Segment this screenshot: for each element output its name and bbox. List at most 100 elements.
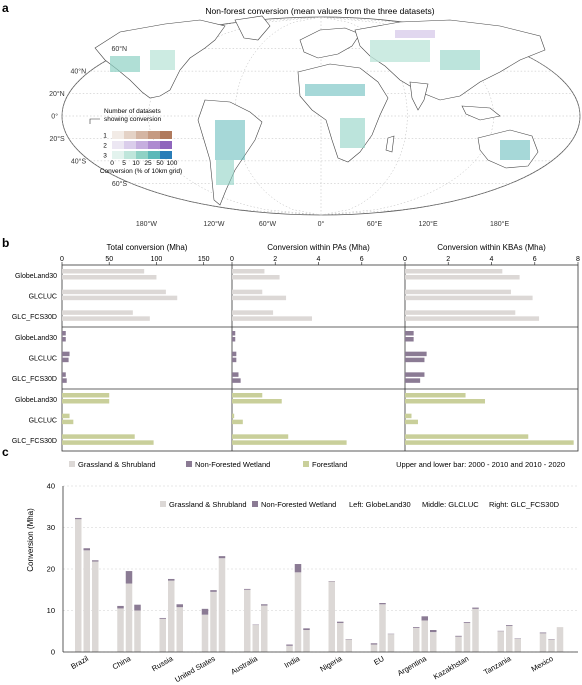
india-shape (409, 81, 429, 111)
bar-non-forested-wetland-glcluc-2000-2010 (232, 351, 237, 357)
panel-c-note-right: Right: GLC_FCS30D (489, 500, 560, 509)
bar-grass-tanzania-glcluc (506, 625, 513, 652)
bar-grass-eu-glcluc (379, 604, 386, 652)
legend-label-forestland: Forestland (312, 460, 347, 469)
bar-grass-brazil-globeland30 (75, 519, 82, 652)
panel-c-ytick-label: 0 (51, 648, 55, 657)
bar-grass-india-glc-fcs30d (303, 630, 310, 652)
panel-b-tick-label: 150 (198, 256, 210, 263)
bar-wetland-eu-globeland30 (370, 643, 378, 645)
bar-grass-nigeria-glc-fcs30d (345, 639, 352, 652)
legend-swatch (160, 131, 172, 139)
legend-color-grid: 1 2 3 (103, 131, 172, 160)
panel-c-country-label: Mexico (530, 654, 555, 674)
panel-b-tick-label: 50 (105, 256, 113, 263)
bar-grass-tanzania-globeland30 (497, 631, 504, 652)
bar-grass-india-globeland30 (286, 645, 293, 652)
bar-forestland-glcluc-2010-2020 (62, 419, 74, 425)
bar-wetland-russia-glcluc (168, 578, 175, 581)
bar-wetland-kazakhstan-glcluc (463, 622, 471, 623)
bar-grassland-shrubland-glcluc-2010-2020 (62, 295, 178, 301)
legend-swatch (112, 141, 124, 149)
bar-grassland-shrubland-glcluc-2010-2020 (405, 295, 533, 301)
longitude-line (234, 16, 322, 216)
bar-forestland-globeland30-2000-2010 (62, 393, 110, 398)
panel-c-bars (75, 517, 564, 652)
bar-grass-russia-glcluc (168, 580, 175, 652)
panel-b-title: Total conversion (Mha) (107, 243, 188, 252)
bar-grassland-shrubland-globeland30-2000-2010 (232, 269, 265, 274)
bar-wetland-united-states-glc-fcs30d (218, 556, 226, 559)
bar-non-forested-wetland-globeland30-2010-2020 (232, 337, 236, 342)
bar-wetland-china-glc-fcs30d (134, 604, 141, 611)
legend-swatch (112, 131, 124, 139)
legend-swatch (124, 151, 136, 159)
bar-grassland-shrubland-glcluc-2000-2010 (232, 289, 263, 295)
speckle-sa-brazil (215, 120, 245, 160)
panel-b-tick-label: 2 (273, 256, 277, 263)
panel-c-country-label: EU (372, 654, 386, 667)
latitude-label: 0° (51, 113, 58, 121)
panel-b-tick-label: 0 (60, 256, 64, 263)
panel-c-country-label: Kazakhstan (432, 654, 470, 681)
panel-c-ytick-label: 10 (47, 606, 55, 615)
bar-forestland-glc-fcs30d-2000-2010 (232, 434, 289, 439)
bar-grassland-shrubland-glc-fcs30d-2010-2020 (232, 316, 313, 321)
bar-non-forested-wetland-glcluc-2010-2020 (405, 357, 425, 363)
longitude-line (320, 16, 581, 216)
bar-non-forested-wetland-glc-fcs30d-2010-2020 (62, 378, 67, 383)
bar-wetland-india-glcluc (294, 564, 302, 573)
bar-non-forested-wetland-glc-fcs30d-2000-2010 (405, 372, 425, 377)
longitude-label: 180°E (490, 220, 509, 228)
bar-wetland-india-glc-fcs30d (303, 628, 310, 631)
bar-grass-brazil-glc-fcs30d (92, 561, 99, 652)
panel-c-note-left: Left: GlobeLand30 (349, 500, 411, 509)
bar-wetland-argentina-globeland30 (413, 627, 420, 628)
panel-b-tick-label: 4 (490, 256, 494, 263)
panel-b-horizontal-bars: Total conversion (Mha) 0 50 100 150 Conversio… (12, 243, 580, 469)
panel-c-country-label: Brazil (69, 654, 90, 671)
speckle-australia (500, 140, 530, 160)
bar-grass-russia-glc-fcs30d (176, 607, 183, 652)
panel-b-dataset-label: GlobeLand30 (15, 335, 57, 342)
bar-non-forested-wetland-glc-fcs30d-2000-2010 (62, 372, 66, 377)
legend-tick: 0 (110, 160, 114, 167)
conversion-speckle (110, 30, 530, 185)
bar-forestland-glcluc-2010-2020 (232, 419, 243, 425)
legend-swatch-grassland (160, 501, 166, 507)
bar-grass-mexico-globeland30 (539, 633, 547, 652)
bar-wetland-china-glcluc (125, 571, 133, 584)
bar-grassland-shrubland-glcluc-2000-2010 (405, 289, 511, 295)
bar-grass-argentina-glc-fcs30d (430, 632, 437, 652)
bar-non-forested-wetland-glc-fcs30d-2010-2020 (232, 378, 241, 383)
bar-wetland-russia-globeland30 (159, 617, 166, 619)
panel-b-dataset-labels: GlobeLand30 GLCLUC GLC_FCS30D GlobeLand30 GL… (12, 273, 57, 445)
speckle-sa-argentina (216, 160, 234, 185)
panel-c-ytick-label: 30 (47, 523, 55, 532)
bar-grass-russia-globeland30 (159, 618, 166, 652)
bar-grass-nigeria-globeland30 (328, 581, 335, 652)
speckle-na-west (110, 56, 140, 72)
panel-b-dataset-label: GLC_FCS30D (12, 438, 57, 445)
panel-label-c: c (2, 445, 9, 459)
longitude-line (61, 16, 322, 216)
panel-b-tick-label: 2 (446, 256, 450, 263)
panel-b-dataset-label: GLC_FCS30D (12, 314, 57, 321)
bar-wetland-brazil-glcluc (83, 548, 90, 551)
legend-tick: 5 (122, 160, 126, 167)
bar-grass-united-states-glcluc (210, 591, 217, 652)
panel-c-country-label: Russia (150, 654, 175, 674)
latitude-label: 20°S (49, 135, 65, 143)
panel-c-ylabel: Conversion (Mha) (26, 508, 35, 572)
longitude-line (148, 16, 322, 216)
longitude-label: 60°W (259, 220, 277, 228)
bar-grassland-shrubland-glc-fcs30d-2010-2020 (62, 316, 150, 321)
bar-grass-nigeria-glcluc (337, 622, 344, 652)
legend-title-line2: showing conversion (104, 116, 161, 123)
legend-swatch (112, 151, 124, 159)
panel-b-dataset-label: GLCLUC (29, 418, 57, 425)
legend-bracket (89, 118, 100, 124)
bar-wetland-brazil-glc-fcs30d (92, 560, 99, 562)
bar-grassland-shrubland-globeland30-2010-2020 (62, 275, 157, 280)
